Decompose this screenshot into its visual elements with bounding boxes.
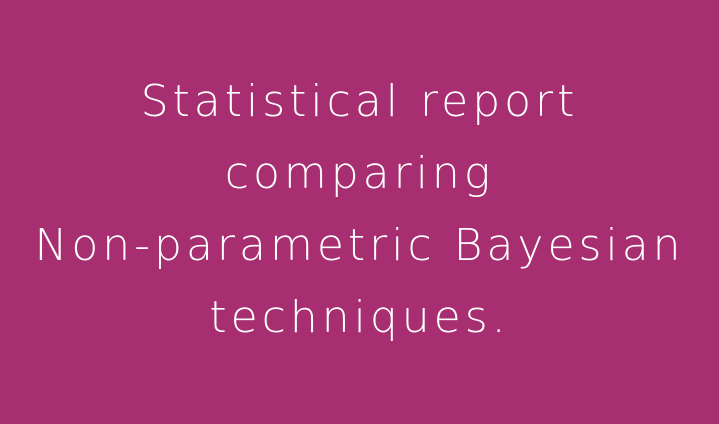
title-line-1: Statistical report [140,76,579,127]
title-line-2: comparing [224,148,495,199]
title-text: Statistical report comparing Non-paramet… [0,66,719,354]
title-line-3: Non-parametric Bayesian [34,220,685,271]
title-line-4: techniques. [209,292,510,343]
